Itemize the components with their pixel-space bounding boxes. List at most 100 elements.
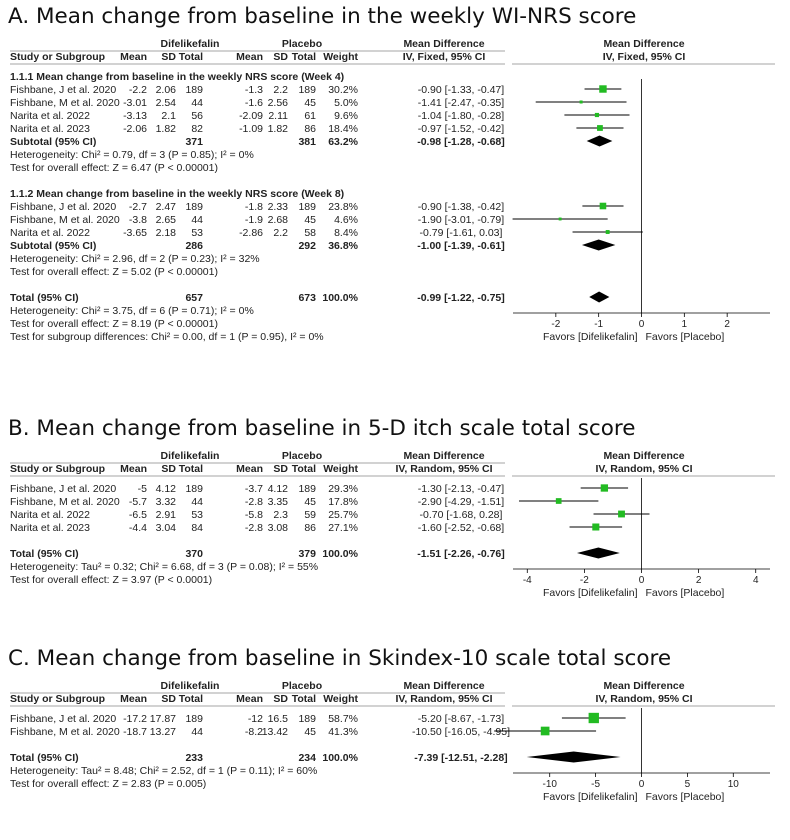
footnote: Test for overall effect: Z = 5.02 (P < 0… [10, 266, 218, 278]
mean1-value: -4.4 [129, 522, 147, 534]
mean1-value: -5 [138, 483, 147, 495]
subtotal-total2: 381 [298, 136, 316, 148]
sd1-value: 3.04 [156, 522, 177, 534]
sd2-header: SD [273, 51, 288, 63]
total1-value: 44 [191, 726, 203, 738]
sd2-value: 2.2 [273, 84, 288, 96]
mean1-value: -2.06 [123, 123, 147, 135]
subgroup-header: 1.1.1 Mean change from baseline in the w… [10, 71, 344, 83]
total-total1: 233 [185, 752, 203, 764]
mean1-value: -6.5 [129, 509, 147, 521]
plot-method: IV, Fixed, 95% CI [603, 51, 686, 63]
total-total1: 657 [185, 292, 203, 304]
ci-value: -1.41 [-2.47, -0.35] [418, 97, 504, 109]
group1-header: Difelikefalin [161, 450, 220, 462]
total1-value: 189 [185, 84, 203, 96]
weight-value: 5.0% [334, 97, 358, 109]
total2-value: 86 [304, 123, 316, 135]
footnote: Heterogeneity: Chi² = 0.79, df = 3 (P = … [10, 149, 254, 161]
mean1-value: -17.2 [123, 713, 147, 725]
study-label: Fishbane, J et al. 2020 [10, 483, 116, 495]
x-tick-label: 10 [728, 779, 740, 790]
panel-a-title: A. Mean change from baseline in the week… [8, 4, 637, 29]
total2-value: 59 [304, 509, 316, 521]
mean2-header: Mean [236, 463, 263, 475]
footnote: Test for overall effect: Z = 2.83 (P = 0… [10, 778, 206, 790]
ci-value: -0.90 [-1.33, -0.47] [418, 84, 504, 96]
sd2-value: 3.35 [268, 496, 289, 508]
footnote: Heterogeneity: Chi² = 3.75, df = 6 (P = … [10, 305, 254, 317]
effect-square [579, 100, 583, 104]
sd1-header: SD [161, 51, 176, 63]
total1-value: 53 [191, 509, 203, 521]
study-label: Fishbane, M et al. 2020 [10, 97, 120, 109]
ci-value: -0.97 [-1.52, -0.42] [418, 123, 504, 135]
sd2-value: 2.3 [273, 509, 288, 521]
ci-value: -5.20 [-8.67, -1.73] [418, 713, 504, 725]
weight-value: 23.8% [328, 201, 358, 213]
weight-value: 17.8% [328, 496, 358, 508]
x-tick-label: -2 [551, 319, 560, 330]
mean1-value: -2.2 [129, 84, 147, 96]
total1-value: 82 [191, 123, 203, 135]
weight-header: Weight [323, 693, 358, 705]
total2-value: 45 [304, 496, 316, 508]
study-label: Narita et al. 2022 [10, 110, 90, 122]
mean2-value: -1.3 [245, 84, 263, 96]
study-label: Fishbane, M et al. 2020 [10, 726, 120, 738]
sd2-value: 13.42 [262, 726, 288, 738]
mean1-header: Mean [120, 693, 147, 705]
mean1-value: -18.7 [123, 726, 147, 738]
total2-value: 189 [298, 713, 316, 725]
mean2-value: -1.09 [239, 123, 263, 135]
mean1-value: -3.13 [123, 110, 147, 122]
total-label: Total (95% CI) [10, 752, 79, 764]
subtotal-label: Subtotal (95% CI) [10, 136, 96, 148]
weight-value: 41.3% [328, 726, 358, 738]
x-tick-label: -5 [591, 779, 600, 790]
study-header: Study or Subgroup [10, 693, 105, 705]
group1-header: Difelikefalin [161, 38, 220, 50]
study-label: Narita et al. 2023 [10, 522, 90, 534]
effect-square [540, 726, 550, 736]
total1-value: 53 [191, 227, 203, 239]
mean1-value: -3.65 [123, 227, 147, 239]
favors-right-label: Favors [Placebo] [646, 587, 725, 599]
total-total1: 370 [185, 548, 203, 560]
mean2-value: -1.8 [245, 201, 263, 213]
sd2-value: 3.08 [268, 522, 289, 534]
weight-header: Weight [323, 51, 358, 63]
mean1-header: Mean [120, 51, 147, 63]
mean2-value: -5.8 [245, 509, 263, 521]
weight-value: 25.7% [328, 509, 358, 521]
favors-right-label: Favors [Placebo] [646, 331, 725, 343]
total1-value: 44 [191, 97, 203, 109]
effect-square [555, 498, 562, 504]
footnote: Test for overall effect: Z = 8.19 (P < 0… [10, 318, 218, 330]
subtotal-total2: 292 [298, 240, 316, 252]
study-label: Fishbane, J et al. 2020 [10, 84, 116, 96]
ci-value: -1.30 [-2.13, -0.47] [418, 483, 504, 495]
ci-value: -0.79 [-1.61, 0.03] [420, 227, 503, 239]
sd2-value: 1.82 [268, 123, 289, 135]
total2-value: 58 [304, 227, 316, 239]
md-title: Mean Difference [403, 38, 484, 50]
x-tick-label: -2 [580, 575, 589, 586]
footnote: Heterogeneity: Chi² = 2.96, df = 2 (P = … [10, 253, 260, 265]
total2-value: 189 [298, 84, 316, 96]
subtotal-weight: 63.2% [328, 136, 358, 148]
total2-value: 86 [304, 522, 316, 534]
weight-value: 18.4% [328, 123, 358, 135]
footnote: Test for overall effect: Z = 6.47 (P < 0… [10, 162, 218, 174]
mean1-value: -3.01 [123, 97, 147, 109]
panel-c-title: C. Mean change from baseline in Skindex-… [8, 646, 672, 671]
total2-header: Total [292, 463, 316, 475]
study-label: Narita et al. 2023 [10, 123, 90, 135]
subtotal-ci: -1.00 [-1.39, -0.61] [417, 240, 505, 252]
effect-square [618, 510, 625, 518]
sd1-value: 1.82 [156, 123, 177, 135]
effect-square [592, 523, 600, 531]
sd2-value: 4.12 [268, 483, 289, 495]
mean2-value: -1.9 [245, 214, 263, 226]
total1-value: 44 [191, 214, 203, 226]
